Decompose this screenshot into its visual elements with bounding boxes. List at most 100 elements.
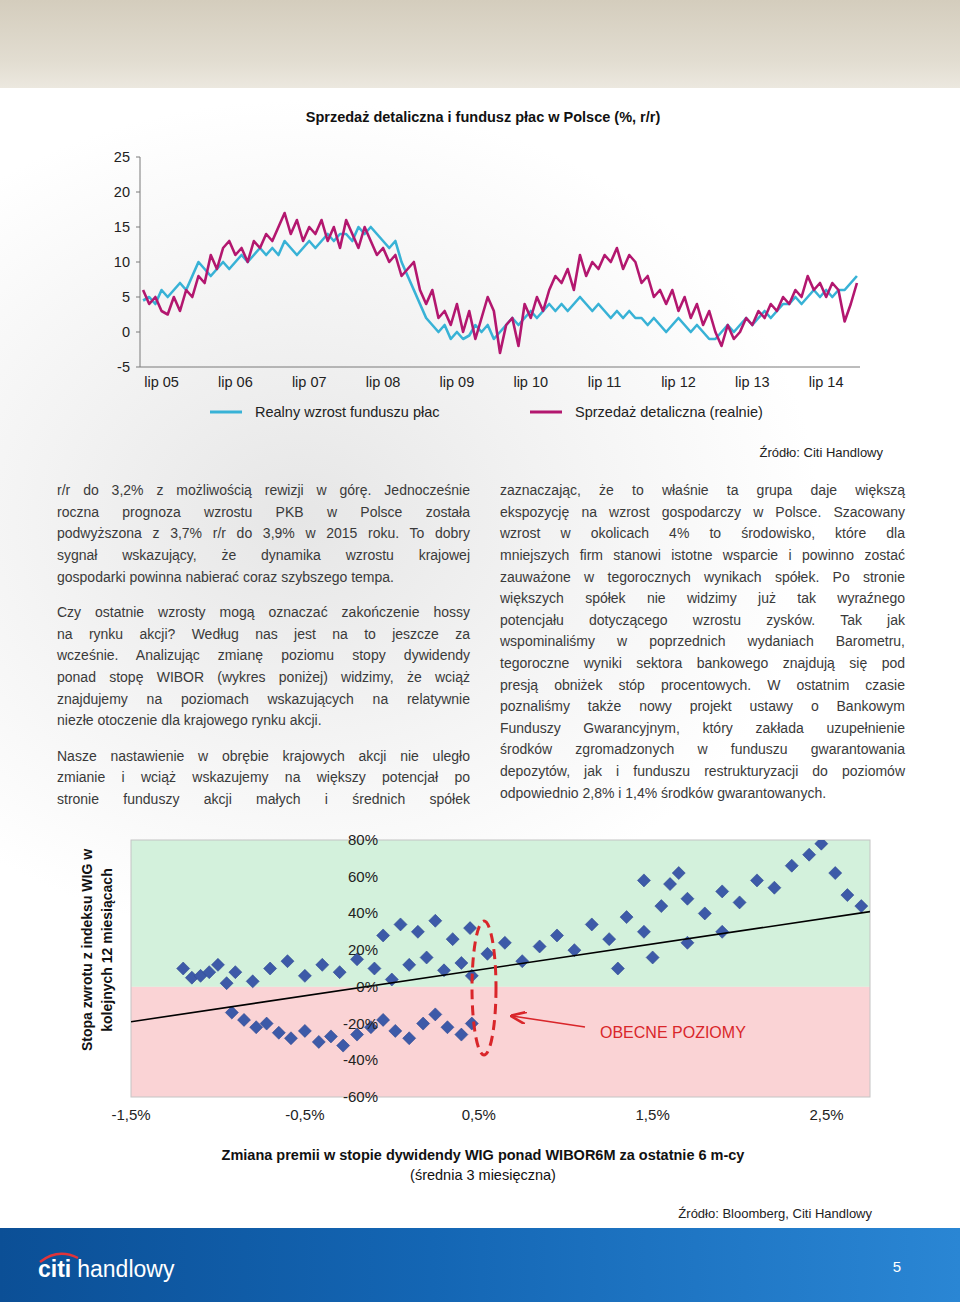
y-tick-label: 0% xyxy=(356,978,378,995)
x-tick-label: 2,5% xyxy=(809,1106,843,1123)
point xyxy=(403,958,416,971)
text-line: znajdujemy na poziomach wskazujących na … xyxy=(57,689,470,711)
point xyxy=(855,900,868,913)
plot-area xyxy=(131,840,870,1052)
point xyxy=(264,962,277,975)
point xyxy=(646,951,659,964)
text-line: depozytów, jak i funduszu restrukturyzac… xyxy=(500,761,905,783)
point xyxy=(389,1024,402,1037)
x-tick-label: lip 10 xyxy=(513,374,548,390)
y-tick xyxy=(136,332,140,333)
point xyxy=(377,1013,390,1026)
point xyxy=(465,1017,478,1030)
y-tick-label: 80% xyxy=(348,831,378,848)
point xyxy=(551,929,564,942)
point xyxy=(238,1013,251,1026)
legend-swatch xyxy=(530,411,562,414)
y-tick-label: 10 xyxy=(114,254,130,270)
text-line: zaznaczając, że to właśnie ta grupa daje… xyxy=(500,480,905,502)
point xyxy=(446,933,459,946)
x-tick-label: lip 12 xyxy=(661,374,696,390)
point xyxy=(377,929,390,942)
text-line: tegoroczne wyniki sektora bankowego znaj… xyxy=(500,653,905,675)
y-tick-label: -60% xyxy=(343,1088,378,1105)
text-line: zmianie i wciąż wskazujemy na większy po… xyxy=(57,767,470,789)
point xyxy=(716,885,729,898)
y-tick xyxy=(136,262,140,263)
y-tick xyxy=(136,192,140,193)
point xyxy=(429,1008,442,1021)
text-line: większych spółek nie widzimy już tak wyr… xyxy=(500,588,905,610)
point xyxy=(337,1039,350,1052)
point xyxy=(229,966,242,979)
y-tick-label: 40% xyxy=(348,904,378,921)
point xyxy=(333,966,346,979)
text-line: stronie funduszy akcji małych i średnich… xyxy=(57,789,470,811)
point xyxy=(841,889,854,902)
chart-title: Sprzedaż detaliczna i fundusz płac w Pol… xyxy=(306,109,661,125)
source: Źródło: Citi Handlowy xyxy=(759,445,883,460)
y-tick-label: 20% xyxy=(348,941,378,958)
x-axis xyxy=(140,367,860,368)
point xyxy=(637,874,650,887)
x-tick-label: -1,5% xyxy=(111,1106,150,1123)
point xyxy=(620,911,633,924)
trend-line xyxy=(131,912,870,1022)
point xyxy=(420,951,433,964)
text-line: podwyższona z 3,7% r/r do 3,9% w 2015 ro… xyxy=(57,523,470,545)
y-tick-label: 5 xyxy=(122,289,130,305)
point xyxy=(272,1026,285,1039)
point xyxy=(516,955,529,968)
point xyxy=(177,962,190,975)
point xyxy=(203,966,216,979)
annotation-ellipse xyxy=(472,921,496,1055)
series-line xyxy=(143,213,857,353)
point xyxy=(316,958,329,971)
point xyxy=(498,936,511,949)
annotation-text: OBECNE POZIOMY xyxy=(600,1024,746,1041)
x-tick-label: lip 13 xyxy=(735,374,770,390)
x-tick-label: 0,5% xyxy=(462,1106,496,1123)
y-tick xyxy=(136,227,140,228)
x-tick-label: lip 09 xyxy=(440,374,475,390)
x-tick-label: 1,5% xyxy=(636,1106,670,1123)
y-axis xyxy=(140,157,141,367)
point xyxy=(394,918,407,931)
text-line: wspominaliśmy w poprzednich wydaniach Ba… xyxy=(500,631,905,653)
y-tick-label: 60% xyxy=(348,868,378,885)
x-tick-label: lip 05 xyxy=(144,374,179,390)
text-line: środków zgromadzonych w funduszu gwarant… xyxy=(500,739,905,761)
brand-part: handlowy xyxy=(77,1256,175,1282)
text-line: ponad stopę WIBOR (wykres poniżej) widzi… xyxy=(57,667,470,689)
point xyxy=(298,969,311,982)
y-tick-label: 15 xyxy=(114,219,130,235)
point xyxy=(368,962,381,975)
point xyxy=(664,878,677,891)
point xyxy=(403,1032,416,1045)
point xyxy=(298,1024,311,1037)
logo-arc xyxy=(40,1254,78,1262)
point xyxy=(533,940,546,953)
x-tick-label: lip 08 xyxy=(366,374,401,390)
y-tick xyxy=(136,297,140,298)
text-line: sygnał wskazujący, że dynamika wzrostu k… xyxy=(57,545,470,567)
point xyxy=(281,955,294,968)
point xyxy=(672,867,685,880)
point xyxy=(750,874,763,887)
legend-swatch xyxy=(210,411,242,414)
point xyxy=(698,907,711,920)
y-tick-label: 20 xyxy=(114,184,130,200)
point xyxy=(637,925,650,938)
text-line: presją obniżek stóp procentowych. W osta… xyxy=(500,675,905,697)
band xyxy=(131,987,870,1097)
point xyxy=(455,1028,468,1041)
chart-dividend-premium: 80%60%40%20%0%-20%-40%-60%-1,5%-0,5%0,5%… xyxy=(79,831,872,1221)
text-line: Czy ostatnie wzrosty mogą oznaczać zakoń… xyxy=(57,602,470,624)
point xyxy=(815,840,828,850)
point xyxy=(246,975,259,988)
point xyxy=(803,848,816,861)
point xyxy=(733,896,746,909)
point xyxy=(260,1017,273,1030)
text-line: Funduszy Gwarancyjnym, który zakłada uzu… xyxy=(500,718,905,740)
header-band xyxy=(0,0,960,88)
